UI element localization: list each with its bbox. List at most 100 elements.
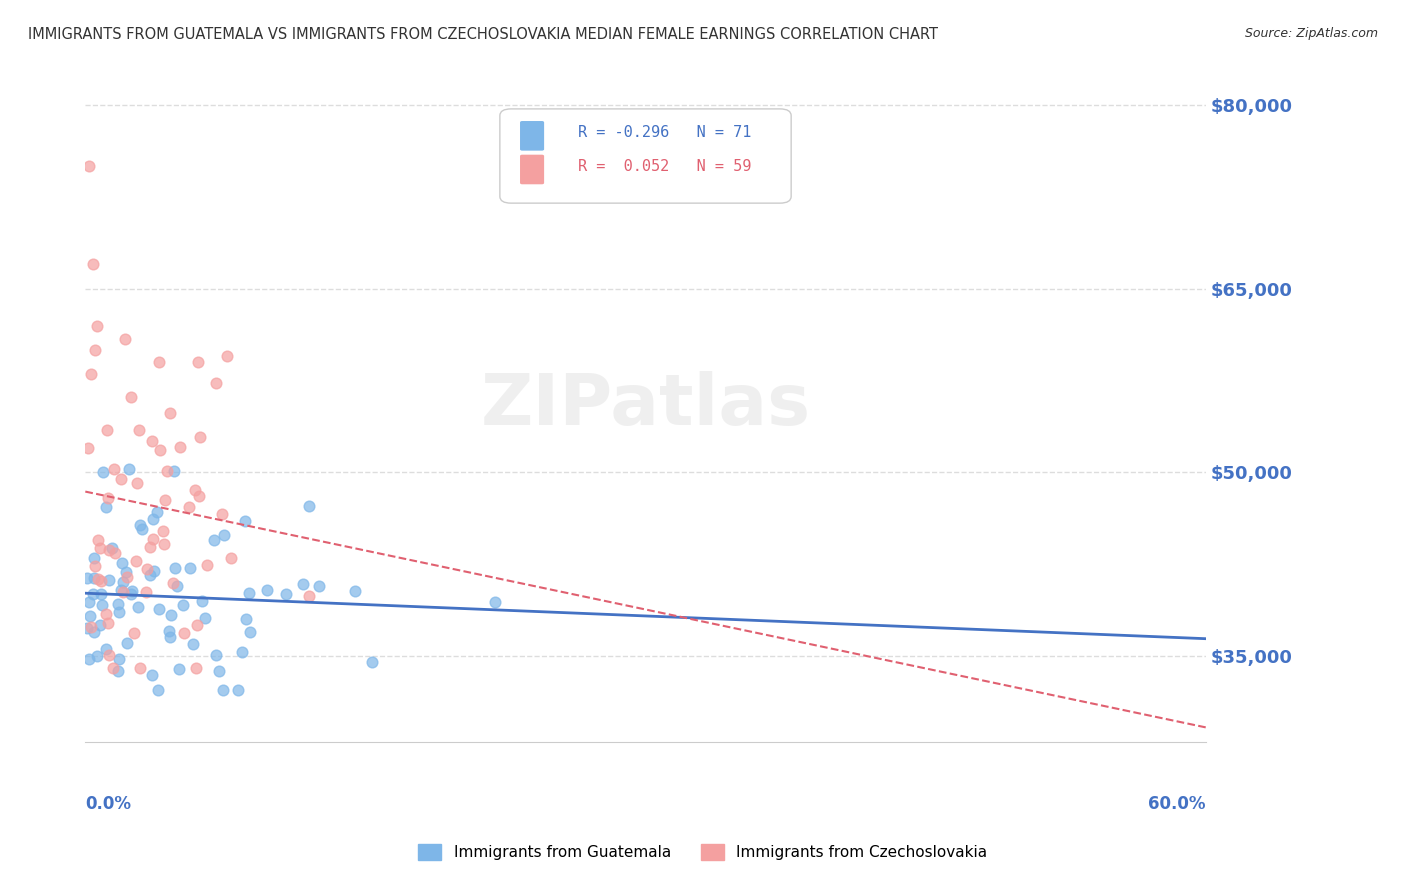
- Point: [94, 607, 117, 621]
- Point: [98, 542, 121, 557]
- Point: [159, 630, 181, 644]
- Point: [82, 257, 104, 271]
- Point: [167, 662, 190, 676]
- Point: [141, 434, 163, 449]
- Point: [155, 492, 177, 507]
- Point: [131, 522, 153, 536]
- Point: [135, 562, 157, 576]
- Point: [110, 582, 132, 597]
- Point: [217, 349, 239, 363]
- Point: [169, 440, 191, 454]
- Point: [107, 605, 129, 619]
- Point: [212, 528, 235, 542]
- Point: [83, 571, 105, 585]
- Point: [195, 558, 218, 572]
- Point: [97, 615, 120, 630]
- Point: [141, 667, 163, 681]
- Point: [173, 626, 195, 640]
- Point: [145, 505, 167, 519]
- Point: [91, 599, 114, 613]
- Point: [211, 508, 233, 522]
- Point: [97, 491, 120, 505]
- Point: [86, 648, 108, 663]
- Point: [83, 624, 105, 639]
- Point: [80, 368, 103, 382]
- Text: Source: ZipAtlas.com: Source: ZipAtlas.com: [1244, 27, 1378, 40]
- Point: [219, 550, 242, 565]
- Point: [111, 585, 134, 599]
- Point: [91, 465, 114, 479]
- Point: [166, 579, 188, 593]
- Point: [139, 540, 162, 554]
- Point: [291, 576, 314, 591]
- Point: [104, 546, 127, 560]
- Point: [107, 664, 129, 678]
- Point: [148, 682, 170, 697]
- Point: [156, 464, 179, 478]
- Point: [101, 661, 124, 675]
- Point: [160, 607, 183, 622]
- Point: [128, 517, 150, 532]
- Point: [83, 550, 105, 565]
- FancyBboxPatch shape: [520, 121, 544, 151]
- Point: [118, 462, 141, 476]
- Point: [114, 332, 136, 346]
- Point: [77, 441, 100, 455]
- Point: [233, 515, 256, 529]
- Point: [79, 609, 101, 624]
- Point: [90, 574, 112, 589]
- Point: [94, 500, 117, 515]
- Point: [212, 683, 235, 698]
- Text: 0.0%: 0.0%: [86, 796, 131, 814]
- Point: [135, 585, 157, 599]
- Point: [162, 575, 184, 590]
- Point: [139, 568, 162, 582]
- Point: [172, 598, 194, 612]
- Point: [115, 635, 138, 649]
- FancyBboxPatch shape: [520, 154, 544, 185]
- Point: [128, 423, 150, 437]
- Point: [159, 406, 181, 420]
- Point: [202, 533, 225, 548]
- Point: [87, 533, 110, 548]
- Point: [128, 661, 150, 675]
- Point: [89, 541, 111, 556]
- Point: [186, 617, 208, 632]
- Point: [121, 390, 143, 404]
- Point: [187, 355, 209, 369]
- Point: [83, 559, 105, 574]
- Point: [86, 318, 108, 333]
- Point: [148, 601, 170, 615]
- Point: [97, 648, 120, 662]
- Point: [110, 471, 132, 485]
- Point: [276, 587, 298, 601]
- Text: ZIPatlas: ZIPatlas: [481, 370, 811, 440]
- Point: [111, 556, 134, 570]
- Point: [238, 585, 260, 599]
- Point: [115, 570, 138, 584]
- Point: [181, 637, 204, 651]
- Point: [194, 610, 217, 624]
- Point: [179, 500, 201, 515]
- Text: R =  0.052   N = 59: R = 0.052 N = 59: [578, 159, 752, 174]
- Point: [108, 652, 131, 666]
- Point: [191, 594, 214, 608]
- Point: [98, 573, 121, 587]
- Point: [308, 579, 330, 593]
- Point: [298, 499, 321, 513]
- Point: [153, 537, 176, 551]
- FancyBboxPatch shape: [501, 109, 792, 203]
- Point: [142, 533, 165, 547]
- Point: [127, 599, 149, 614]
- Point: [484, 595, 506, 609]
- Point: [231, 645, 253, 659]
- Point: [143, 564, 166, 578]
- Point: [298, 590, 321, 604]
- Point: [77, 595, 100, 609]
- Point: [152, 524, 174, 539]
- Point: [256, 582, 278, 597]
- Point: [111, 575, 134, 590]
- Point: [90, 587, 112, 601]
- Point: [107, 598, 129, 612]
- Point: [360, 655, 382, 669]
